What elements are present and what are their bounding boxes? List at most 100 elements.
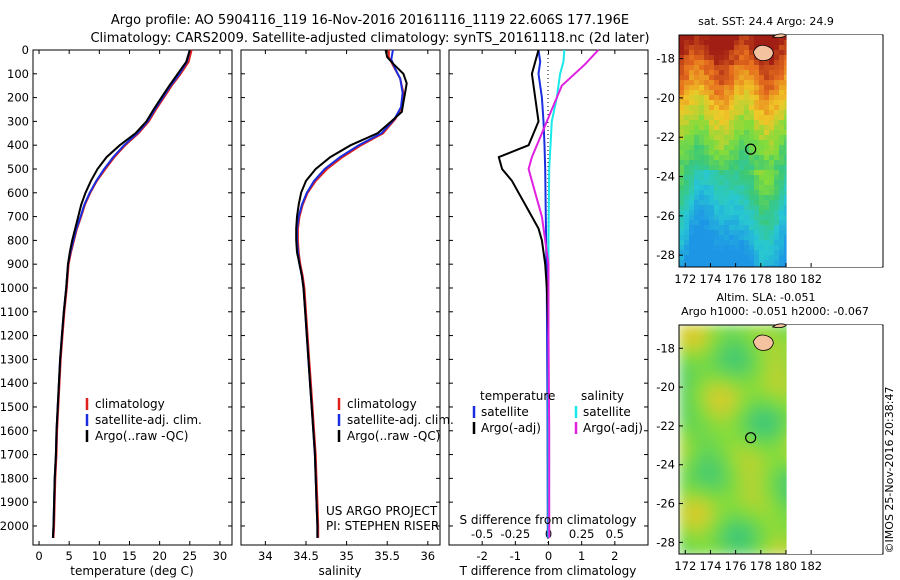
map-cell — [714, 345, 720, 351]
map-cell — [694, 380, 700, 386]
x-tick-label: 30 — [213, 549, 228, 563]
map-cell — [684, 225, 690, 231]
map-cell — [764, 405, 770, 411]
map-cell — [764, 355, 770, 361]
map-cell — [679, 470, 685, 476]
map-cell — [759, 235, 765, 241]
map-cell — [759, 400, 765, 406]
map-cell — [749, 545, 755, 551]
map-cell — [724, 360, 730, 366]
map-cell — [729, 145, 735, 151]
map-cell — [709, 70, 715, 76]
map-cell — [679, 430, 685, 436]
map-cell — [714, 380, 720, 386]
map-cell — [684, 445, 690, 451]
s-tick-label: 0.25 — [569, 527, 595, 541]
map-cell — [699, 475, 705, 481]
map-cell — [724, 80, 730, 86]
map-cell — [759, 185, 765, 191]
map-cell — [684, 410, 690, 416]
map-cell — [709, 265, 715, 267]
map-cell — [709, 495, 715, 501]
map-cell — [749, 145, 755, 151]
map-cell — [749, 475, 755, 481]
map-cell — [724, 60, 730, 66]
series-line-salinity-satellite — [547, 49, 566, 538]
map-cell — [744, 505, 750, 511]
map-cell — [714, 205, 720, 211]
map-cell — [764, 225, 770, 231]
map-cell — [754, 195, 760, 201]
map-cell — [739, 340, 745, 346]
island-shape — [771, 33, 788, 39]
map-cell — [729, 490, 735, 496]
map-cell — [739, 335, 745, 341]
map-cell — [749, 410, 755, 416]
map-cell — [764, 415, 770, 421]
map-cell — [724, 45, 730, 51]
map-cell — [709, 215, 715, 221]
map-cell — [764, 515, 770, 521]
map-cell — [714, 120, 720, 126]
map-cell — [714, 80, 720, 86]
map-cell — [759, 215, 765, 221]
temperature-x-ticks: 0 5 10 15 20 25 30 — [35, 50, 227, 563]
depth-tick-label: 1100 — [0, 305, 29, 319]
map-cell — [759, 510, 765, 516]
map-cell — [709, 95, 715, 101]
map-cell — [734, 520, 740, 526]
map-cell — [764, 195, 770, 201]
map-cell — [764, 235, 770, 241]
map-cell — [759, 520, 765, 526]
map-cell — [684, 370, 690, 376]
map-cell — [719, 210, 725, 216]
map-cell — [679, 445, 685, 451]
map-cell — [689, 475, 695, 481]
map-cell — [769, 250, 775, 256]
map-cell — [719, 455, 725, 461]
map-cell — [764, 480, 770, 486]
map-cell — [769, 260, 775, 266]
map-cell — [694, 235, 700, 241]
map-cell — [774, 205, 780, 211]
map-cell — [759, 245, 765, 251]
map-cell — [709, 485, 715, 491]
map-cell — [774, 105, 780, 111]
map-cell — [729, 150, 735, 156]
map-cell — [749, 540, 755, 546]
map-cell — [744, 550, 750, 554]
map-cell — [719, 445, 725, 451]
map-cell — [774, 335, 780, 341]
map-cell — [709, 65, 715, 71]
x-tick-label: 35 — [339, 549, 354, 563]
map-cell — [744, 195, 750, 201]
map-cell — [689, 530, 695, 536]
map-cell — [679, 465, 685, 471]
map-cell — [689, 365, 695, 371]
map-cell — [764, 100, 770, 106]
map-cell — [719, 190, 725, 196]
map-cell — [744, 40, 750, 46]
map-cell — [779, 260, 785, 266]
map-cell — [749, 160, 755, 166]
s-difference-x-label: S difference from climatology — [460, 513, 637, 527]
map-cell — [774, 120, 780, 126]
map-cell — [754, 265, 760, 267]
map-cell — [734, 255, 740, 261]
map-cell — [744, 540, 750, 546]
map-cell — [679, 405, 685, 411]
map-cell — [704, 545, 710, 551]
map-cell — [704, 495, 710, 501]
map-cell — [704, 405, 710, 411]
map-cell — [739, 420, 745, 426]
map-cell — [684, 385, 690, 391]
map-cell — [749, 340, 755, 346]
map-cell — [779, 250, 785, 256]
map-cell — [724, 205, 730, 211]
map-cell — [779, 545, 785, 551]
map-cell — [694, 230, 700, 236]
map-cell — [699, 200, 705, 206]
map-cell — [704, 105, 710, 111]
map-cell — [684, 85, 690, 91]
map-cell — [774, 390, 780, 396]
